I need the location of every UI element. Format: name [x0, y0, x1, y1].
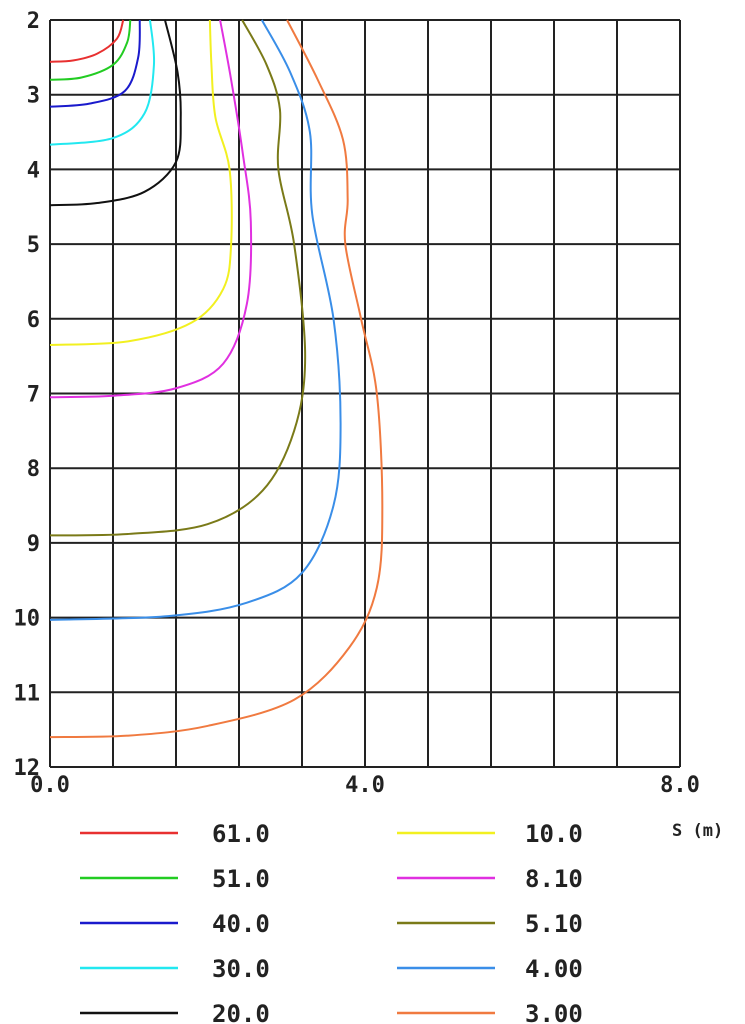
y-tick-label: 8 — [27, 457, 40, 482]
y-tick-label: 10 — [14, 607, 41, 632]
legend: 61.0 51.0 40.0 30.0 20.0 10.0 8.10 5.10 4.00 3.00 — [80, 820, 583, 1024]
y-axis-ticks: 2 3 4 5 6 7 8 9 10 11 12 — [14, 9, 41, 781]
legend-label: 3.00 — [525, 1000, 583, 1024]
x-axis-ticks: 0.0 4.0 8.0 — [30, 773, 700, 798]
contour-line-51.0 — [49, 19, 132, 81]
contour-lines — [49, 19, 384, 739]
legend-item: 30.0 — [80, 955, 270, 983]
x-tick-label: 4.0 — [345, 773, 385, 798]
legend-label: 20.0 — [212, 1000, 270, 1024]
contour-line-10.0 — [49, 19, 233, 346]
legend-label: 40.0 — [212, 910, 270, 938]
contour-line-61.0 — [49, 19, 125, 63]
x-tick-label: 8.0 — [660, 773, 700, 798]
legend-item: 8.10 — [397, 865, 583, 893]
y-tick-label: 11 — [14, 681, 41, 706]
contour-line-30.0 — [49, 19, 156, 146]
legend-label: 4.00 — [525, 955, 583, 983]
legend-item: 5.10 — [397, 910, 583, 938]
y-tick-label: 4 — [27, 158, 40, 183]
x-tick-label: 0.0 — [30, 773, 70, 798]
legend-label: 61.0 — [212, 820, 270, 848]
legend-label: 5.10 — [525, 910, 583, 938]
y-tick-label: 7 — [27, 383, 40, 408]
y-tick-label: 12 — [14, 756, 41, 781]
legend-item: 40.0 — [80, 910, 270, 938]
contour-line-40.0 — [49, 19, 141, 108]
contour-line-3.00 — [49, 19, 384, 739]
contour-line-5.10 — [49, 19, 307, 537]
legend-item: 10.0 — [397, 820, 583, 848]
y-tick-label: 9 — [27, 532, 40, 557]
legend-label: 51.0 — [212, 865, 270, 893]
contour-line-4.00 — [49, 19, 342, 621]
contour-line-8.10 — [49, 19, 253, 399]
contour-line-20.0 — [49, 19, 182, 207]
legend-label: 10.0 — [525, 820, 583, 848]
legend-item: 3.00 — [397, 1000, 583, 1024]
legend-item: 51.0 — [80, 865, 270, 893]
legend-item: 4.00 — [397, 955, 583, 983]
y-tick-label: 3 — [27, 84, 40, 109]
y-tick-label: 6 — [27, 308, 40, 333]
y-tick-label: 2 — [27, 9, 40, 34]
y-tick-label: 5 — [27, 233, 40, 258]
grid — [49, 19, 681, 768]
legend-item: 20.0 — [80, 1000, 270, 1024]
legend-item: 61.0 — [80, 820, 270, 848]
legend-label: 30.0 — [212, 955, 270, 983]
legend-label: 8.10 — [525, 865, 583, 893]
x-axis-label: S (m) — [672, 821, 723, 841]
